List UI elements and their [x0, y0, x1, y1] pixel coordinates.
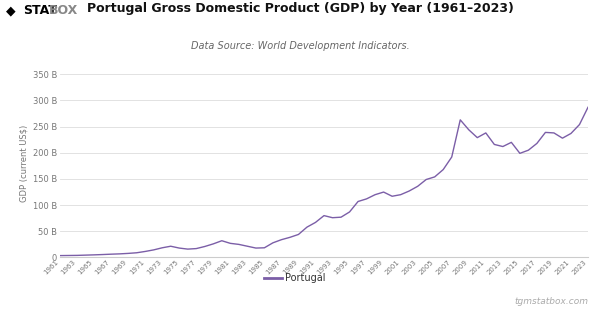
- Text: Portugal: Portugal: [285, 273, 325, 283]
- Y-axis label: GDP (current US$): GDP (current US$): [20, 125, 29, 202]
- Text: ◆: ◆: [6, 4, 16, 17]
- Text: Portugal Gross Domestic Product (GDP) by Year (1961–2023): Portugal Gross Domestic Product (GDP) by…: [86, 2, 514, 15]
- Text: BOX: BOX: [49, 4, 79, 17]
- Text: tgmstatbox.com: tgmstatbox.com: [514, 297, 588, 306]
- Text: STAT: STAT: [23, 4, 56, 17]
- Text: Data Source: World Development Indicators.: Data Source: World Development Indicator…: [191, 41, 409, 51]
